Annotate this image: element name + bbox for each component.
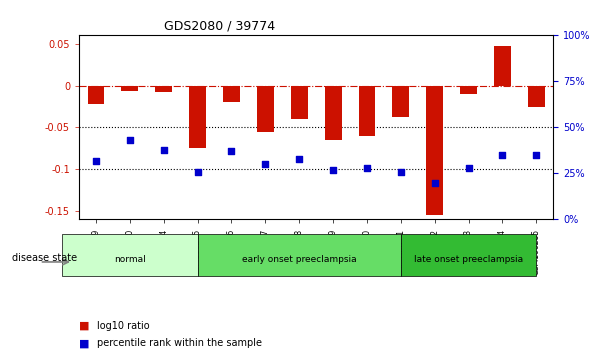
Bar [325,86,342,140]
FancyBboxPatch shape [401,234,536,276]
Point [125,137,135,143]
Bar [291,86,308,119]
Point [464,165,474,171]
Point [497,152,507,158]
Text: ■: ■ [79,338,89,348]
Text: ■: ■ [79,321,89,331]
Bar [494,46,511,86]
Point [227,149,237,154]
Point [362,165,372,171]
Bar [155,86,172,92]
Text: late onset preeclampsia: late onset preeclampsia [414,255,523,264]
Text: normal: normal [114,255,146,264]
Point [294,156,304,161]
Text: disease state: disease state [12,253,77,263]
Point [531,152,541,158]
Text: percentile rank within the sample: percentile rank within the sample [97,338,262,348]
Bar [223,86,240,102]
Point [328,167,338,173]
Point [260,161,270,167]
Point [396,169,406,175]
Bar [88,86,105,104]
Point [193,169,202,175]
Bar [392,86,409,118]
FancyBboxPatch shape [198,234,401,276]
Bar [122,86,138,91]
Bar [359,86,375,136]
FancyBboxPatch shape [62,234,198,276]
Text: early onset preeclampsia: early onset preeclampsia [242,255,356,264]
Bar [528,86,545,107]
Bar [257,86,274,132]
Point [430,180,440,185]
Bar [460,86,477,94]
Bar [426,86,443,215]
Point [159,147,168,152]
Point [91,158,101,164]
Text: GDS2080 / 39774: GDS2080 / 39774 [164,20,275,33]
Bar [189,86,206,148]
Text: log10 ratio: log10 ratio [97,321,150,331]
